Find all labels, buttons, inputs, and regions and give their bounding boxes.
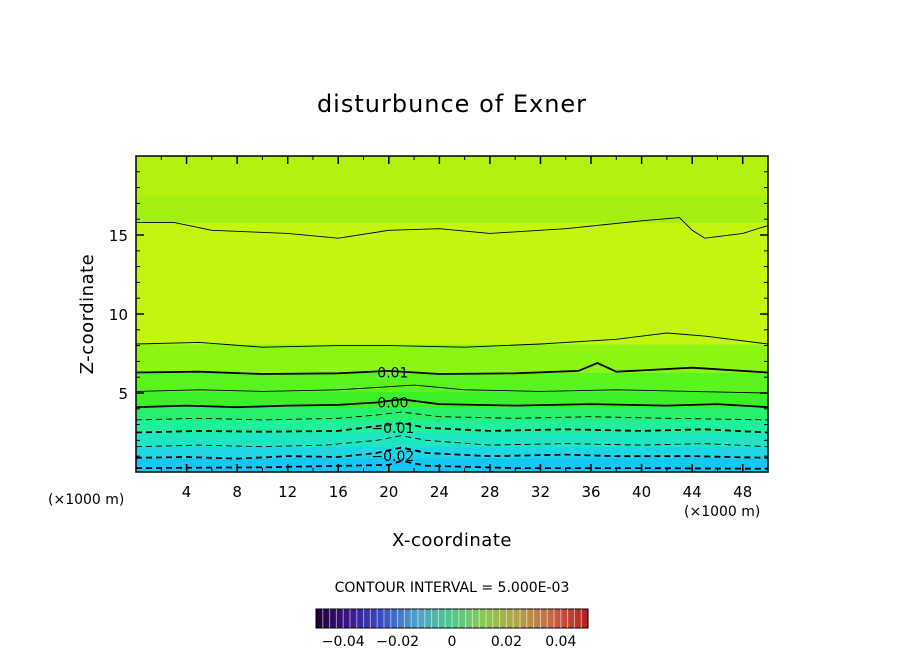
x-tick-label: 48 (733, 483, 752, 501)
contour-line (136, 435, 768, 448)
x-tick-label: 8 (232, 483, 242, 501)
x-tick-label: 32 (531, 483, 550, 501)
x-unit-label-left: (×1000 m) (48, 492, 124, 508)
contour-line (136, 422, 768, 434)
colorbar-tick-label: 0 (448, 634, 457, 650)
contour-label-text: −0.02 (371, 449, 414, 465)
fill-band (136, 372, 768, 392)
x-tick-label: 40 (632, 483, 651, 501)
x-axis-label: X-coordinate (392, 530, 512, 551)
contour-label-text: −0.01 (371, 421, 414, 437)
fill-band (136, 432, 768, 448)
x-tick-label: 36 (581, 483, 600, 501)
contour-label: 0.00 (377, 395, 408, 411)
y-tick-label: 10 (109, 306, 128, 324)
x-tick-label: 12 (278, 483, 297, 501)
colorbar-tick-label: 0.04 (545, 634, 576, 650)
y-tick-label: 15 (109, 227, 128, 245)
x-tick-label: 16 (329, 483, 348, 501)
contour-line (136, 384, 768, 394)
contour-line (136, 217, 768, 239)
colorbar: −0.04 −0.02 0 0.02 0.04 (315, 608, 589, 650)
contour-line (136, 398, 768, 409)
fill-band (136, 195, 768, 223)
colorbar-tick-label: 0.02 (491, 634, 522, 650)
fill-band (136, 344, 768, 373)
fill-band (136, 222, 768, 345)
x-tick-label: 4 (182, 483, 192, 501)
colorbar-tick-label: −0.04 (322, 634, 365, 650)
contour-label-text: 0.00 (377, 395, 408, 411)
x-tick-label: 28 (480, 483, 499, 501)
contour-line (136, 411, 768, 421)
y-axis-label: Z-coordinate (77, 254, 98, 375)
contour-label: 0.01 (377, 365, 408, 381)
x-tick-label: 44 (683, 483, 702, 501)
x-tick-label: 20 (379, 483, 398, 501)
x-unit-label-right: (×1000 m) (684, 504, 760, 520)
y-tick-label: 5 (118, 385, 128, 403)
contour-line (136, 362, 768, 375)
fill-band (136, 407, 768, 421)
contour-label-text: 0.01 (377, 365, 408, 381)
fill-band (136, 156, 768, 196)
contour-interval-text: CONTOUR INTERVAL = 5.000E-03 (335, 580, 570, 596)
contour-label: −0.01 (371, 421, 414, 437)
contour-line (136, 446, 768, 460)
colorbar-tick-label: −0.02 (376, 634, 419, 650)
contour-line (136, 459, 768, 470)
chart-title: disturbunce of Exner (317, 90, 587, 118)
contour-line (136, 332, 768, 348)
contour-label: −0.02 (371, 449, 414, 465)
fill-band (136, 446, 768, 459)
plot-area (136, 156, 768, 472)
x-tick-label: 24 (430, 483, 449, 501)
fill-band (136, 457, 768, 472)
